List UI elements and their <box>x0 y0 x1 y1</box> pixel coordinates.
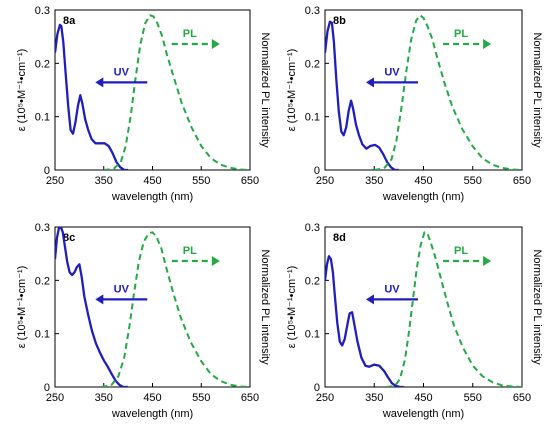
y-axis-label-right: Normalized PL intensity <box>531 32 543 148</box>
y-tick-label: 0.1 <box>35 329 50 341</box>
series-line-uv <box>325 255 404 387</box>
uv-arrow-head <box>365 77 374 88</box>
y-axis-label-right: Normalized PL intensity <box>259 32 271 148</box>
panel-label: 8c <box>63 232 75 244</box>
uv-arrow-head <box>95 294 104 305</box>
panel-label: 8b <box>333 15 346 27</box>
pl-arrow-head <box>483 39 492 49</box>
panel-8b: 250 350 450 550 650 0 0.1 0.2 0.3 wavelength (nm)… <box>286 5 543 203</box>
x-tick-label: 550 <box>464 392 482 404</box>
x-axis-label: wavelength (nm) <box>382 191 464 203</box>
y-axis-label-left: ε (10⁵•M⁻¹•cm⁻¹) <box>16 266 28 349</box>
panel-8a: 250 350 450 550 650 0 0.1 0.2 0.3 wavelength (nm)… <box>16 5 271 203</box>
y-tick-label: 0.2 <box>305 58 320 70</box>
y-tick-label: 0.2 <box>35 58 50 70</box>
x-tick-label: 550 <box>192 175 210 187</box>
y-tick-label: 0 <box>314 382 320 394</box>
panel-label: 8d <box>333 232 346 244</box>
pl-arrow-head <box>211 39 220 49</box>
y-tick-label: 0 <box>314 165 320 177</box>
x-axis-label: wavelength (nm) <box>111 408 193 420</box>
x-tick-label: 450 <box>414 175 432 187</box>
uv-annotation-label: UV <box>384 283 400 295</box>
x-tick-label: 650 <box>241 175 259 187</box>
x-tick-label: 550 <box>464 175 482 187</box>
pl-arrow-head <box>483 256 492 266</box>
uv-arrow-head <box>365 294 374 305</box>
y-axis-label-right: Normalized PL intensity <box>531 249 543 365</box>
y-tick-label: 0.3 <box>35 5 50 17</box>
plot-frame <box>324 9 523 171</box>
y-axis-label-left: ε (10⁵•M⁻¹•cm⁻¹) <box>286 49 298 132</box>
uv-annotation-label: UV <box>384 66 400 78</box>
plot-frame <box>54 9 251 171</box>
x-tick-label: 250 <box>46 392 64 404</box>
series-line-uv <box>55 227 129 387</box>
y-tick-label: 0 <box>44 165 50 177</box>
uv-arrow-head <box>95 77 104 88</box>
y-tick-label: 0.1 <box>305 329 320 341</box>
y-axis-label-right: Normalized PL intensity <box>259 249 271 365</box>
x-tick-label: 650 <box>513 175 531 187</box>
x-tick-label: 450 <box>143 392 161 404</box>
plot-frame <box>54 226 251 388</box>
y-tick-label: 0.3 <box>35 222 50 234</box>
uv-annotation-label: UV <box>114 283 130 295</box>
pl-annotation-label: PL <box>183 28 197 40</box>
x-tick-label: 550 <box>192 392 210 404</box>
y-tick-label: 0.2 <box>305 275 320 287</box>
series-line-pl <box>101 231 250 387</box>
series-line-uv <box>325 20 399 170</box>
y-tick-label: 0.2 <box>35 275 50 287</box>
x-axis-label: wavelength (nm) <box>382 408 464 420</box>
y-tick-label: 0 <box>44 382 50 394</box>
x-tick-label: 250 <box>316 175 334 187</box>
x-tick-label: 450 <box>143 175 161 187</box>
pl-annotation-label: PL <box>454 245 468 257</box>
x-tick-label: 450 <box>414 392 432 404</box>
x-tick-label: 350 <box>95 175 113 187</box>
x-tick-label: 350 <box>365 175 383 187</box>
x-tick-label: 650 <box>241 392 259 404</box>
panel-8d: 250 350 450 550 650 0 0.1 0.2 0.3 wavelength (nm)… <box>286 222 543 420</box>
y-axis-label-left: ε (10⁵•M⁻¹•cm⁻¹) <box>16 49 28 132</box>
x-tick-label: 250 <box>46 175 64 187</box>
x-tick-label: 250 <box>316 392 334 404</box>
panel-8c: 250 350 450 550 650 0 0.1 0.2 0.3 wavelength (nm)… <box>16 222 271 420</box>
series-line-uv <box>55 23 129 170</box>
y-tick-label: 0.3 <box>305 222 320 234</box>
x-axis-label: wavelength (nm) <box>111 191 193 203</box>
pl-annotation-label: PL <box>183 245 197 257</box>
uv-annotation-label: UV <box>114 66 130 78</box>
y-tick-label: 0.1 <box>305 112 320 124</box>
plot-frame <box>324 226 523 388</box>
y-axis-label-left: ε (10⁵•M⁻¹•cm⁻¹) <box>286 266 298 349</box>
series-line-pl <box>103 14 250 170</box>
x-tick-label: 350 <box>95 392 113 404</box>
pl-annotation-label: PL <box>454 28 468 40</box>
series-line-pl <box>374 14 522 170</box>
x-tick-label: 650 <box>513 392 531 404</box>
x-tick-label: 350 <box>365 392 383 404</box>
y-tick-label: 0.1 <box>35 112 50 124</box>
panel-label: 8a <box>63 15 76 27</box>
y-tick-label: 0.3 <box>305 5 320 17</box>
pl-arrow-head <box>211 256 220 266</box>
